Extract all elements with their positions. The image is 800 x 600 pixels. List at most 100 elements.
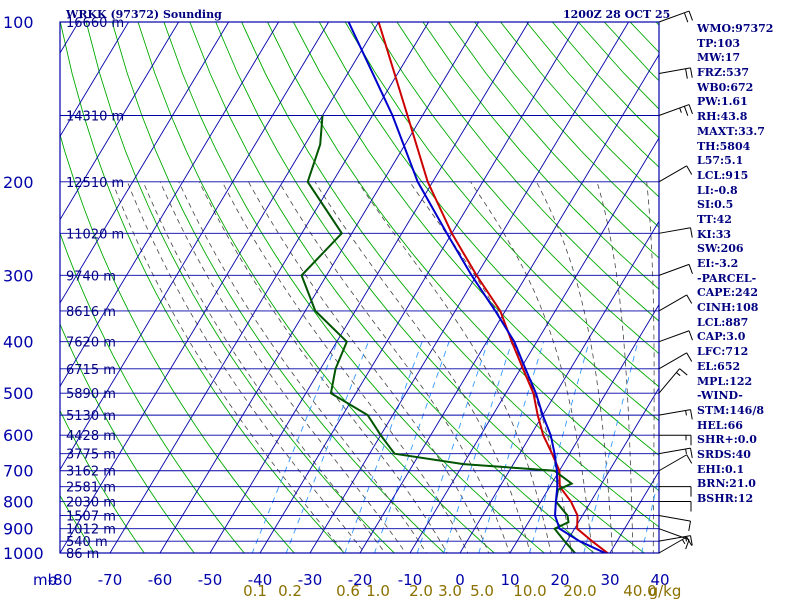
index-item: SW:206 [697, 242, 744, 256]
isotherm-line [60, 22, 129, 138]
temperature-tick-label: -30 [298, 571, 323, 589]
wind-barb-half-flag [685, 448, 687, 454]
moist-adiabat-line [112, 181, 345, 553]
mixing-ratio-line [251, 341, 338, 553]
dry-adiabat-line [344, 22, 659, 388]
index-item: TH:5804 [697, 139, 751, 153]
wind-barb-shaft [658, 294, 687, 312]
isotherm-line [159, 22, 479, 553]
index-item: CINH:108 [697, 301, 759, 315]
index-item: MPL:122 [697, 374, 753, 388]
dry-adiabat-line [60, 322, 195, 553]
index-item: KI:33 [697, 227, 732, 241]
index-item: LI:-0.8 [697, 183, 738, 197]
dry-adiabat-line [189, 22, 596, 553]
pressure-tick-label: 500 [3, 384, 34, 403]
wind-barb-shaft [658, 409, 691, 416]
wind-barb-flag [688, 10, 693, 21]
index-item: PW:1.61 [697, 95, 748, 109]
dry-adiabat-line [85, 22, 395, 553]
wind-barb-flag [679, 368, 688, 376]
plot-border [59, 21, 660, 554]
mixing-ratio-label: 1.0 [366, 582, 390, 600]
mixing-ratio-line [641, 474, 659, 553]
mixing-ratio-line [583, 341, 639, 553]
wind-barb-shaft [658, 165, 687, 183]
temperature-tick-label: -20 [348, 571, 373, 589]
mixing-ratio-label: 5.0 [470, 582, 494, 600]
index-item: EHI:0.1 [697, 462, 745, 476]
index-item: TP:103 [697, 36, 741, 50]
wind-barb-shaft [658, 528, 690, 541]
index-item: WB0:672 [697, 80, 754, 94]
height-label: 86 m [66, 547, 99, 562]
height-label: 1012 m [66, 523, 116, 538]
index-item: LCL:915 [697, 168, 749, 182]
wind-barb-shaft [658, 227, 691, 234]
isotherm-line [60, 22, 379, 553]
wind-barb-half-flag [685, 410, 687, 416]
temperature-tick-label: 20 [550, 571, 569, 589]
index-item: SHR+:0.0 [697, 433, 757, 447]
mixing-ratio-line [443, 341, 513, 553]
stability-indices-list: WMO:97372 TP:103 MW:17 FRZ:537 WB0:672 PW:1.6… [697, 22, 800, 507]
isotherm-line [459, 220, 659, 553]
pressure-tick-label: 400 [3, 333, 34, 352]
index-item: L57:5.1 [697, 154, 744, 168]
pressure-tick-label: 100 [3, 13, 34, 32]
moist-adiabat-line [278, 181, 510, 553]
height-label: 2581 m [66, 481, 116, 496]
dry-adiabat-line [60, 22, 345, 553]
mixing-ratio-line [528, 341, 590, 553]
dry-adiabat-line [111, 22, 445, 553]
height-label: 16660 m [66, 16, 124, 31]
dry-adiabat-line [318, 22, 659, 422]
parcel-profile-line [347, 22, 606, 553]
moist-adiabat-line [127, 181, 366, 553]
pressure-tick-label: 700 [3, 462, 34, 481]
height-label: 14310 m [66, 110, 124, 125]
wind-barb-shaft [658, 454, 687, 472]
mixing-ratio-line [344, 341, 423, 553]
wind-barb-half-flag [679, 107, 682, 113]
dry-adiabat-line [60, 494, 95, 553]
height-label: 540 m [66, 535, 108, 550]
pressure-tick-label: 800 [3, 493, 34, 512]
dry-adiabat-line [422, 22, 659, 290]
temperature-tick-label: -80 [48, 571, 73, 589]
wind-barb-flag [688, 330, 693, 341]
mixing-ratio-label: 0.1 [243, 582, 267, 600]
mixing-ratio-label: 0.2 [278, 582, 302, 600]
temperature-profile-line [377, 22, 609, 553]
moist-adiabat-line [596, 181, 634, 553]
moist-adiabat-line [198, 181, 448, 553]
mixing-ratio-label: 0.6 [336, 582, 360, 600]
index-item: EL:652 [697, 359, 741, 373]
pressure-tick-label: 600 [3, 426, 34, 445]
wind-barb-flag [688, 104, 693, 115]
wind-barb-flag [686, 294, 693, 304]
pressure-tick-label: 1000 [3, 544, 44, 563]
mixing-ratio-label: 3.0 [438, 582, 462, 600]
chart-valid-time: 1200Z 28 OCT 25 [563, 8, 671, 21]
isotherm-line [60, 22, 279, 388]
moist-adiabat-line [178, 181, 427, 553]
wind-barb-shaft [658, 447, 691, 455]
wind-barb-flag [686, 536, 693, 546]
index-item: -PARCEL- [697, 271, 757, 285]
moist-adiabat-line [536, 181, 613, 553]
wind-barb-flag [683, 106, 689, 116]
wind-barb-flag [688, 264, 693, 274]
wind-barb-flag [688, 520, 692, 532]
index-item: CAP:3.0 [697, 330, 746, 344]
height-label: 5130 m [66, 409, 116, 424]
height-label: 5890 m [66, 387, 116, 402]
wind-barb-flag [685, 68, 688, 79]
wind-barb-half-flag [676, 372, 681, 377]
wind-barb-shaft [658, 368, 680, 394]
isotherm-line [109, 22, 429, 553]
mixing-ratio-label: 2.0 [409, 582, 433, 600]
height-label: 9740 m [66, 269, 116, 284]
height-label: 12510 m [66, 176, 124, 191]
temperature-tick-label: -10 [398, 571, 423, 589]
